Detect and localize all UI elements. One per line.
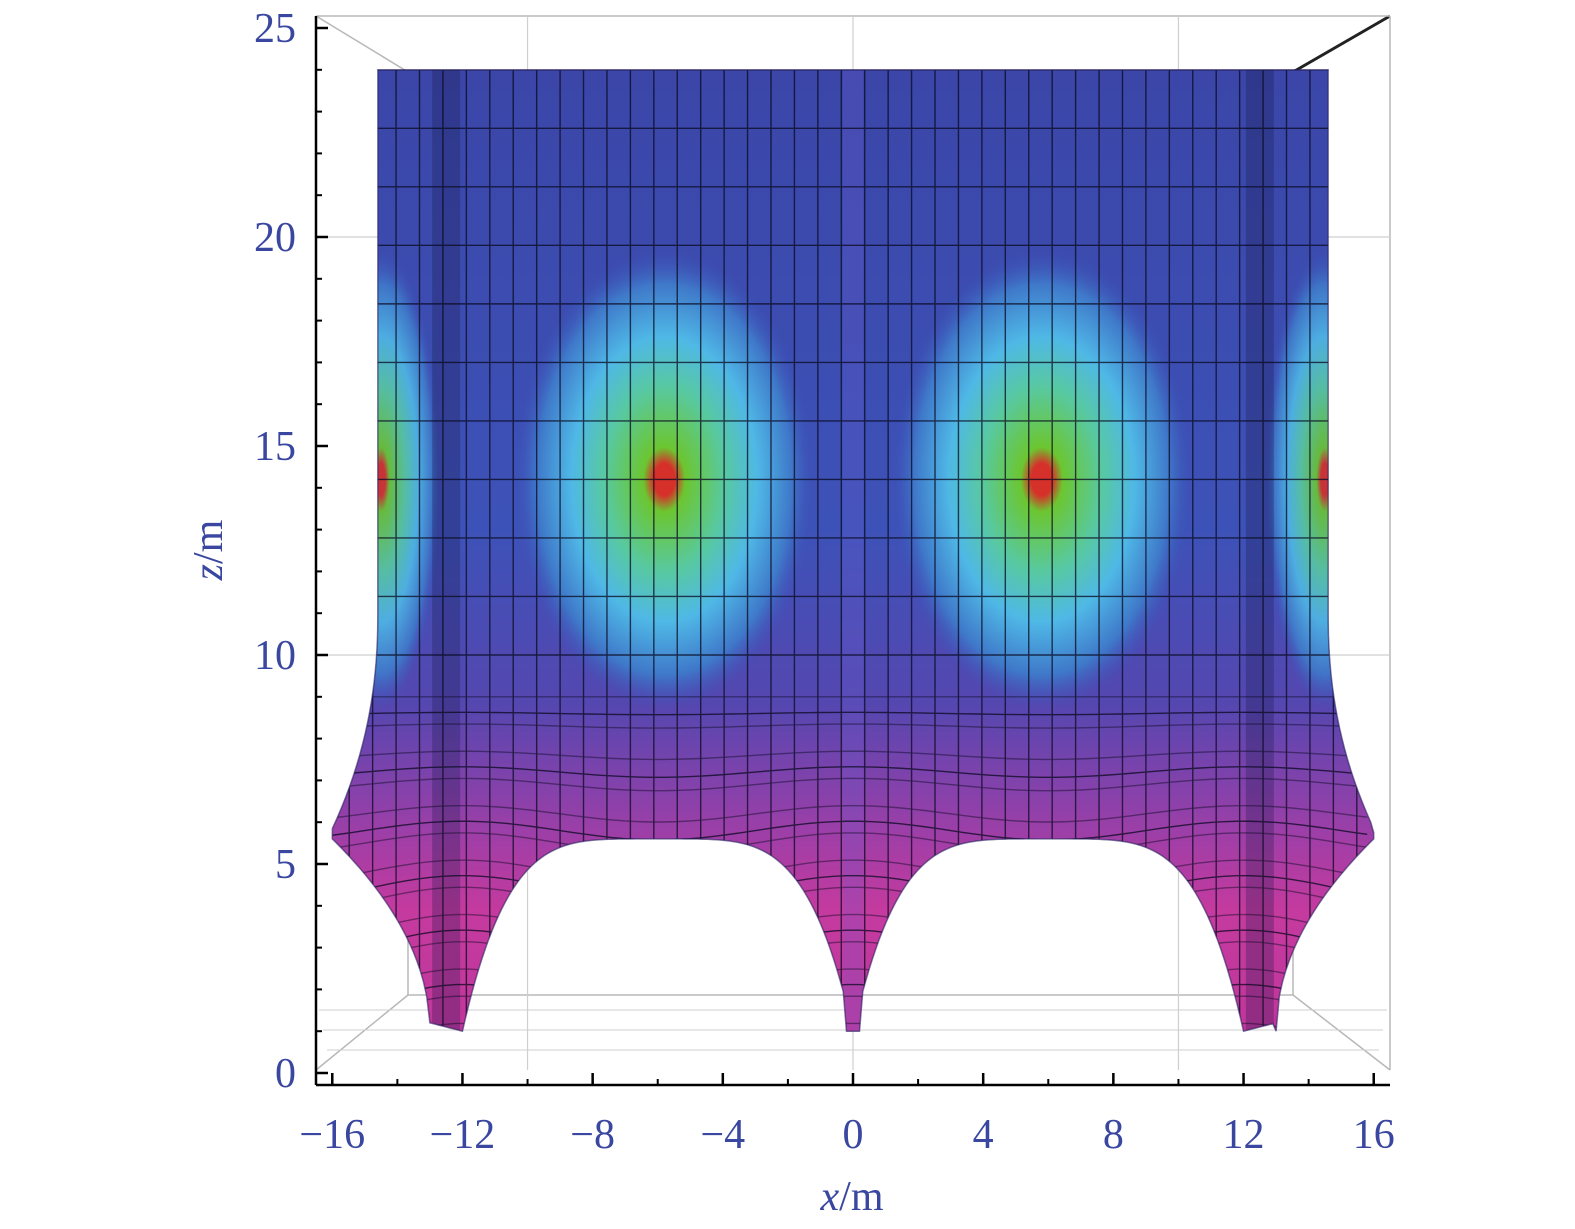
x-tick-label: −4 [700,1112,745,1158]
x-axis-var: x [820,1174,840,1220]
x-tick-label: 8 [1103,1112,1124,1158]
y-tick-label: 10 [254,633,296,679]
y-tick-label: 20 [254,215,296,261]
x-tick-labels: −16 −12 −8 −4 0 4 8 12 16 [299,1112,1394,1158]
y-tick-label: 5 [275,842,296,888]
y-tick-label: 15 [254,424,296,470]
surface-outline [331,69,1375,1033]
y-axis-var: z [186,564,232,581]
surface-mesh [332,69,1374,1032]
wall-strip [1245,69,1274,1032]
x-tick-label: 12 [1223,1112,1265,1158]
box-edge [315,15,409,73]
y-tick-label: 0 [275,1051,296,1097]
surface-fill [332,69,1374,1032]
box-edge [1292,14,1391,74]
x-tick-label: −12 [430,1112,496,1158]
x-axis-label: x/m [820,1174,884,1220]
x-tick-label: −16 [299,1112,365,1158]
y-axis-label: z/m [186,519,232,581]
y-axis-unit: /m [186,519,232,564]
box-edge [315,994,409,1071]
x-axis-unit: /m [839,1174,884,1220]
wall-strip [432,69,461,1032]
x-tick-label: 0 [843,1112,864,1158]
box-edge [1292,994,1391,1071]
axes [314,16,1390,1087]
y-tick-label: 25 [254,6,296,52]
x-tick-label: 4 [973,1112,994,1158]
x-tick-label: 16 [1353,1112,1395,1158]
center-strip [843,69,863,1032]
y-tick-labels: 0 5 10 15 20 25 [254,6,296,1097]
surface-edge [331,69,1375,1033]
x-tick-label: −8 [570,1112,615,1158]
